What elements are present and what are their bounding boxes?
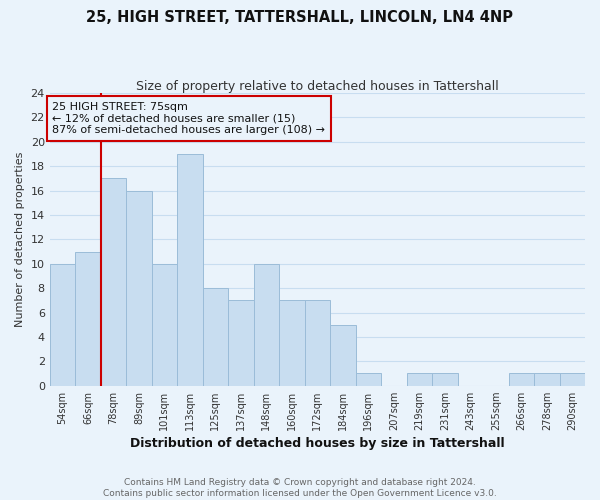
Bar <box>560 374 585 386</box>
Bar <box>126 190 152 386</box>
Bar <box>279 300 305 386</box>
Bar <box>305 300 330 386</box>
X-axis label: Distribution of detached houses by size in Tattershall: Distribution of detached houses by size … <box>130 437 505 450</box>
Bar <box>177 154 203 386</box>
Y-axis label: Number of detached properties: Number of detached properties <box>15 152 25 327</box>
Bar <box>254 264 279 386</box>
Bar <box>407 374 432 386</box>
Title: Size of property relative to detached houses in Tattershall: Size of property relative to detached ho… <box>136 80 499 93</box>
Text: 25 HIGH STREET: 75sqm
← 12% of detached houses are smaller (15)
87% of semi-deta: 25 HIGH STREET: 75sqm ← 12% of detached … <box>52 102 325 135</box>
Bar <box>101 178 126 386</box>
Bar <box>152 264 177 386</box>
Bar <box>509 374 534 386</box>
Bar <box>75 252 101 386</box>
Bar <box>228 300 254 386</box>
Bar <box>203 288 228 386</box>
Text: 25, HIGH STREET, TATTERSHALL, LINCOLN, LN4 4NP: 25, HIGH STREET, TATTERSHALL, LINCOLN, L… <box>86 10 514 25</box>
Bar <box>50 264 75 386</box>
Bar <box>330 324 356 386</box>
Bar <box>356 374 381 386</box>
Bar <box>534 374 560 386</box>
Text: Contains HM Land Registry data © Crown copyright and database right 2024.
Contai: Contains HM Land Registry data © Crown c… <box>103 478 497 498</box>
Bar <box>432 374 458 386</box>
